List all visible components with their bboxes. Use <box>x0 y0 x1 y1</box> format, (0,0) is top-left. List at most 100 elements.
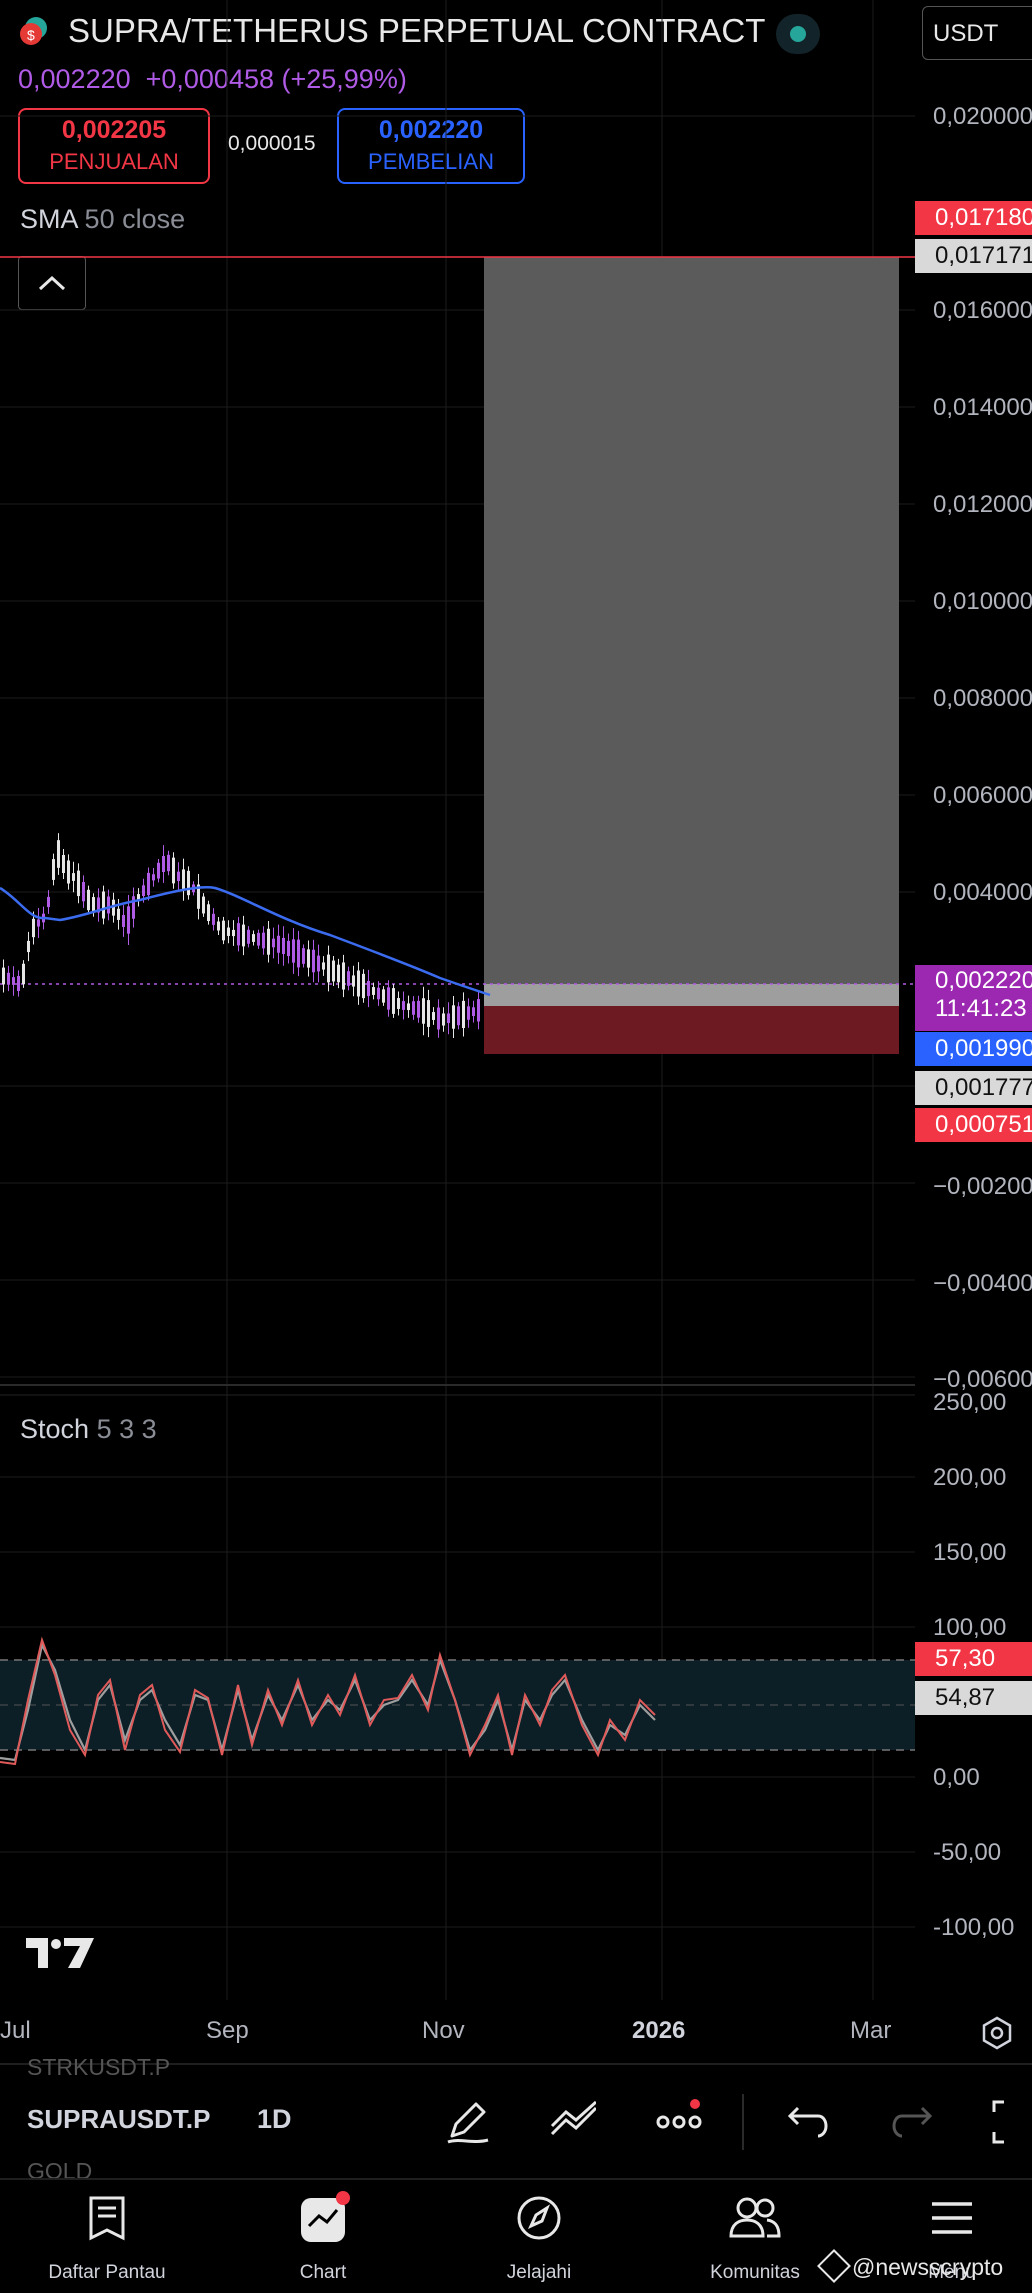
candle-body <box>207 904 210 922</box>
candle-body <box>312 949 315 973</box>
candle-body <box>467 1006 470 1020</box>
undo-icon[interactable] <box>782 2098 830 2146</box>
candle-body <box>447 1013 450 1024</box>
symbol-prev[interactable]: STRKUSDT.P <box>27 2054 171 2080</box>
candle-body <box>87 889 90 911</box>
sell-label: PENJUALAN <box>49 149 179 174</box>
candle-body <box>422 998 425 1024</box>
more-tools-icon[interactable] <box>655 2098 703 2146</box>
watermark: @newsscrypto <box>817 2249 1004 2283</box>
candle-body <box>172 857 175 884</box>
time-axis-label: Nov <box>422 2017 465 2044</box>
price-axis-label: −0,004000 <box>933 1270 1032 1297</box>
candle-body <box>287 940 290 957</box>
candle-body <box>227 927 230 936</box>
price-axis-label: 0,010000 <box>933 588 1032 615</box>
price-change-line: 0,002220 +0,000458 (+25,99%) <box>18 64 407 94</box>
line-tools-icon[interactable] <box>548 2098 596 2146</box>
symbol-title[interactable]: SUPRA/TETHERUS PERPETUAL CONTRACT <box>68 12 766 49</box>
candle-body <box>2 967 5 985</box>
sma-params: 50 close <box>84 204 186 234</box>
candle-body <box>72 873 75 881</box>
sma-line <box>0 886 491 997</box>
candle-body <box>122 915 125 927</box>
price-axis-label: 0,006000 <box>933 782 1032 809</box>
interval-selector[interactable]: 1D <box>257 2104 292 2134</box>
time-axis-label: 2026 <box>632 2017 686 2044</box>
bar-countdown: 11:41:23 <box>935 995 1027 1022</box>
candle-body <box>117 908 120 920</box>
candle-body <box>332 960 335 982</box>
buy-button[interactable]: 0,002220 PEMBELIAN <box>337 108 525 184</box>
candle-body <box>82 882 85 902</box>
candle-body <box>37 919 40 927</box>
candle-body <box>132 896 135 919</box>
candle-body <box>427 1000 430 1027</box>
price-axis-label: 0,008000 <box>933 685 1032 712</box>
candle-body <box>217 921 220 931</box>
candle-body <box>57 840 60 868</box>
candle-body <box>242 924 245 947</box>
candle-body <box>47 896 50 908</box>
currency-selector[interactable]: USDT <box>922 6 1032 60</box>
symbol-next[interactable]: GOLD <box>27 2158 93 2184</box>
chart-settings-icon[interactable] <box>980 2016 1014 2050</box>
stoch-k-tag: 57,30 <box>915 1642 1032 1676</box>
watermark-text: @newsscrypto <box>852 2254 1004 2280</box>
candle-body <box>167 854 170 872</box>
stop-zone[interactable] <box>484 1006 899 1054</box>
compass-icon <box>517 2196 561 2240</box>
market-status-icon[interactable] <box>776 14 820 54</box>
binance-logo-icon <box>817 2249 851 2283</box>
redo-icon[interactable] <box>890 2098 938 2146</box>
candle-body <box>392 988 395 1014</box>
symbol-selector[interactable]: SUPRAUSDT.P <box>27 2104 211 2134</box>
candle-body <box>52 859 55 880</box>
target-zone[interactable] <box>484 257 899 984</box>
stoch-axis-label: -100,00 <box>933 1914 1015 1941</box>
price-axis-label: 0,012000 <box>933 491 1032 518</box>
candle-body <box>12 977 15 985</box>
nav-label: Chart <box>299 2262 347 2283</box>
svg-text:$: $ <box>27 27 35 43</box>
candle-body <box>187 870 190 896</box>
stoch-axis-label: -50,00 <box>933 1839 1002 1866</box>
tradingview-logo-icon[interactable] <box>24 1936 96 1972</box>
stoch-k-line <box>0 1636 656 1766</box>
candle-body <box>457 1006 460 1026</box>
candle-body <box>462 1000 465 1029</box>
candle-body <box>362 973 365 999</box>
nav-label: Menu <box>928 2262 976 2283</box>
candle-body <box>347 971 350 986</box>
candle-body <box>32 918 35 938</box>
candle-body <box>7 972 10 985</box>
candle-body <box>212 913 215 925</box>
stoch-chart[interactable] <box>0 1400 915 2000</box>
price-chart[interactable] <box>0 0 915 2000</box>
candle-body <box>27 940 30 953</box>
stoch-d-tag: 54,87 <box>915 1681 1032 1715</box>
candle-body <box>437 1007 440 1030</box>
candle-body <box>92 897 95 913</box>
stoch-legend[interactable]: Stoch 5 3 3 <box>20 1414 157 1445</box>
candle-body <box>382 989 385 1003</box>
sell-price: 0,002205 <box>61 116 167 144</box>
fullscreen-icon[interactable] <box>992 2098 1032 2146</box>
candle-body <box>412 1001 415 1015</box>
sell-button[interactable]: 0,002205 PENJUALAN <box>18 108 210 184</box>
candle-body <box>337 964 340 983</box>
candle-body <box>62 854 65 874</box>
candle-body <box>472 1007 475 1017</box>
candle-body <box>417 1000 420 1018</box>
entry-price-tag: 0,001777 <box>915 1071 1032 1105</box>
candle-body <box>357 970 360 997</box>
candle-body <box>17 975 20 992</box>
sma-indicator-legend[interactable]: SMA 50 close <box>20 204 185 235</box>
candle-body <box>432 1012 435 1020</box>
candle-body <box>262 932 265 949</box>
candle-body <box>342 962 345 990</box>
spread-value: 0,000015 <box>228 132 316 155</box>
stoch-axis-label: 200,00 <box>933 1464 1007 1491</box>
draw-pen-icon[interactable] <box>444 2098 492 2146</box>
nav-label: Daftar Pantau <box>48 2262 166 2283</box>
